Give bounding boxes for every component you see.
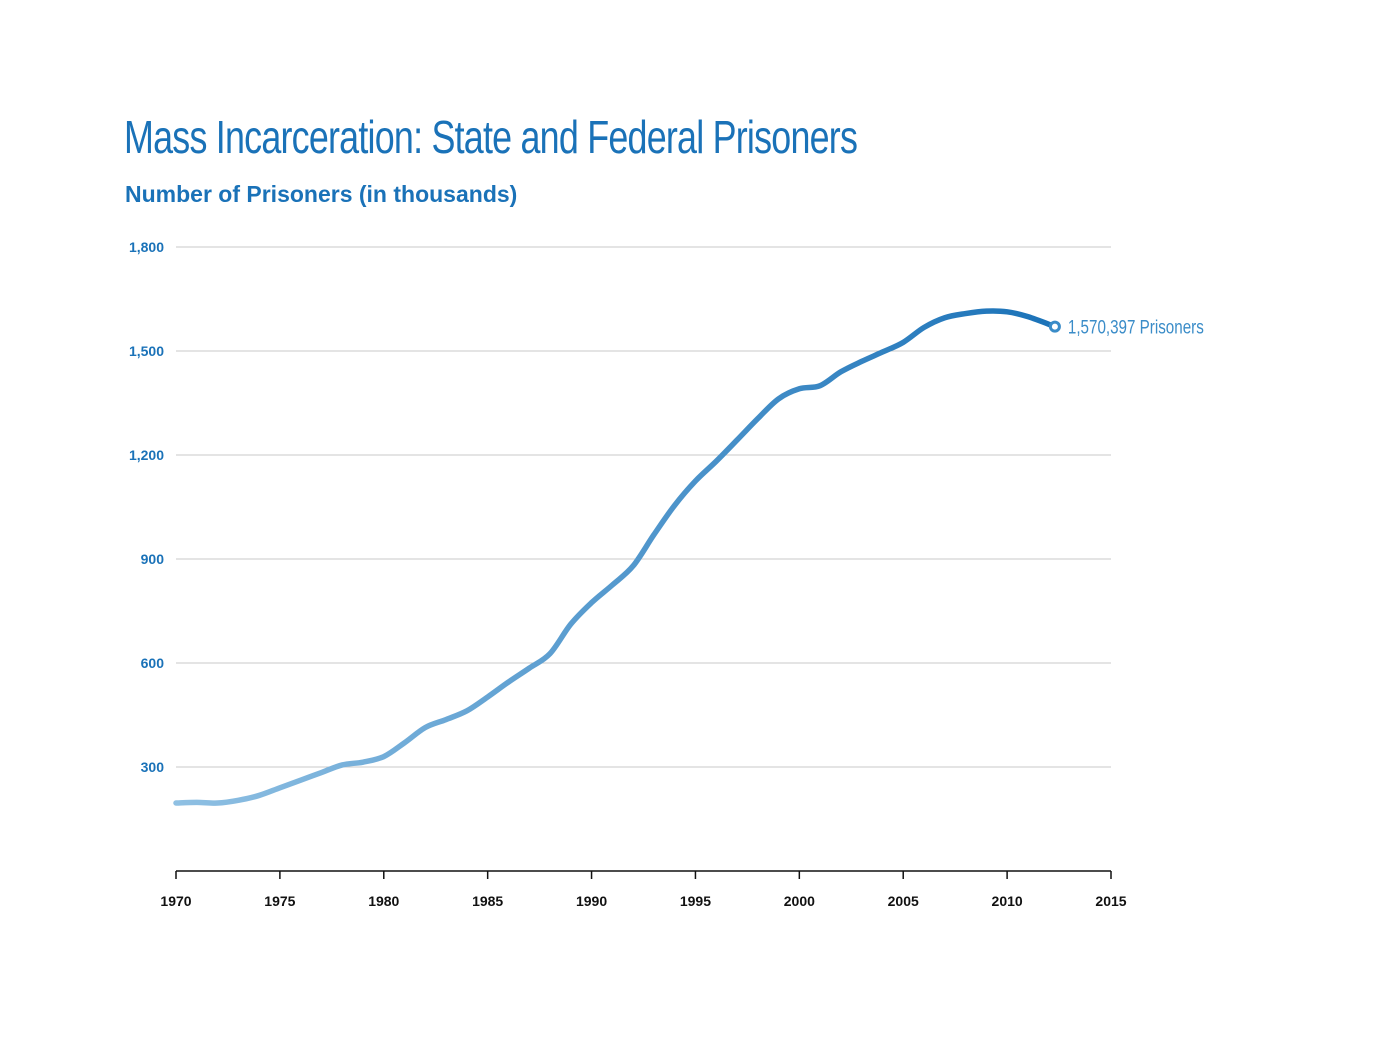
chart-subtitle: Number of Prisoners (in thousands) xyxy=(125,181,518,207)
end-point-label: 1,570,397 Prisoners xyxy=(1068,316,1204,338)
x-tick-label: 2005 xyxy=(888,893,919,909)
series-layer xyxy=(173,308,1058,806)
x-tick-label: 1980 xyxy=(368,893,399,909)
x-axis-tick-labels: 1970 1975 1980 1985 1990 1995 2000 2005 2010 2015 xyxy=(160,893,1126,909)
x-tick-label: 2015 xyxy=(1095,893,1126,909)
axes xyxy=(175,870,1112,879)
y-tick-label: 1,500 xyxy=(129,343,164,359)
y-tick-label: 300 xyxy=(141,759,165,775)
y-tick-label: 900 xyxy=(141,551,165,567)
grid-lines xyxy=(176,246,1111,768)
x-tick-label: 2010 xyxy=(992,893,1023,909)
chart-title: Mass Incarceration: State and Federal Pr… xyxy=(124,111,858,163)
y-tick-label: 1,200 xyxy=(129,447,164,463)
y-tick-label: 1,800 xyxy=(129,239,164,255)
series-line xyxy=(173,308,1058,806)
x-tick-label: 1975 xyxy=(264,893,295,909)
x-tick-label: 1995 xyxy=(680,893,711,909)
end-point-marker xyxy=(1048,320,1061,333)
y-axis-tick-labels: 300 600 900 1,200 1,500 1,800 xyxy=(129,239,164,775)
x-tick-label: 1990 xyxy=(576,893,607,909)
annotation-layer: 1,570,397 Prisoners xyxy=(1048,316,1204,338)
x-tick-label: 2000 xyxy=(784,893,815,909)
y-tick-label: 600 xyxy=(141,655,165,671)
x-tick-label: 1985 xyxy=(472,893,503,909)
x-tick-label: 1970 xyxy=(160,893,191,909)
